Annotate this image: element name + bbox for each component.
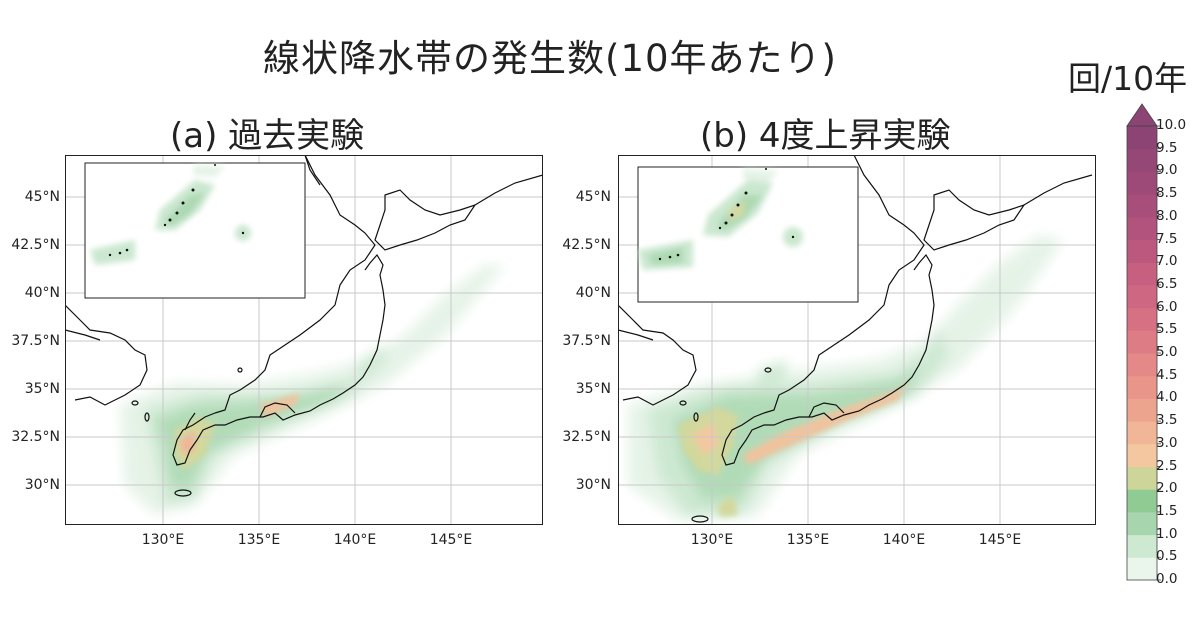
- colorbar-segment: [1127, 330, 1157, 354]
- colorbar-segment: [1127, 375, 1157, 399]
- figure-title: 線状降水帯の発生数(10年あたり): [263, 37, 837, 80]
- map-panel-b: [618, 155, 1096, 525]
- colorbar: [1126, 103, 1161, 581]
- lat-tick-label: 42.5°N: [11, 237, 60, 253]
- colorbar-segment: [1127, 443, 1157, 467]
- lat-tick-label: 35°N: [24, 381, 60, 397]
- colorbar-tick-label: 7.5: [1156, 230, 1178, 247]
- frequency-shading: [120, 265, 505, 515]
- lat-tick-label: 37.5°N: [11, 333, 60, 349]
- colorbar-tick-label: 9.0: [1156, 162, 1178, 179]
- colorbar-tick-label: 1.0: [1156, 525, 1178, 542]
- lat-tick-label: 45°N: [24, 189, 60, 205]
- colorbar-tick-label: 8.5: [1156, 185, 1178, 202]
- colorbar-tick-label: 6.0: [1156, 298, 1178, 315]
- lat-tick-label: 42.5°N: [562, 237, 611, 253]
- colorbar-unit: 回/10年: [1068, 59, 1188, 98]
- lon-tick-label: 140°E: [333, 532, 377, 548]
- lon-tick-label: 130°E: [141, 532, 185, 548]
- colorbar-tick-label: 3.0: [1156, 434, 1178, 451]
- inset-map: [84, 162, 306, 299]
- colorbar-segment: [1127, 534, 1157, 558]
- lon-tick-label: 135°E: [786, 532, 830, 548]
- colorbar-tick-label: 2.0: [1156, 480, 1178, 497]
- colorbar-tick-label: 8.0: [1156, 207, 1178, 224]
- colorbar-segment: [1127, 284, 1157, 309]
- colorbar-tick-label: 10.0: [1156, 117, 1187, 133]
- colorbar-segment: [1127, 307, 1157, 331]
- lat-tick-label: 37.5°N: [562, 333, 611, 349]
- lon-tick-label: 145°E: [429, 532, 473, 548]
- lat-tick-label: 40°N: [575, 285, 611, 301]
- colorbar-segment: [1127, 126, 1157, 150]
- coastlines: [65, 155, 543, 497]
- map-panel-a: [65, 155, 543, 525]
- lon-tick-label: 130°E: [690, 532, 734, 548]
- colorbar-tick-label: 2.5: [1156, 457, 1178, 474]
- colorbar-segment: [1127, 171, 1157, 195]
- lat-tick-label: 40°N: [24, 285, 60, 301]
- colorbar-tick-label: 1.5: [1156, 502, 1178, 519]
- colorbar-tick-label: 4.0: [1156, 389, 1178, 406]
- colorbar-extend-arrow: [1126, 103, 1158, 127]
- lat-tick-label: 30°N: [24, 477, 60, 493]
- colorbar-segment: [1127, 194, 1157, 218]
- colorbar-segment: [1127, 421, 1157, 445]
- colorbar-tick-label: 3.5: [1156, 412, 1178, 429]
- colorbar-segment: [1127, 216, 1157, 240]
- panel-a-title: (a) 過去実験: [170, 116, 365, 156]
- colorbar-tick-label: 4.5: [1156, 366, 1178, 383]
- colorbar-segment: [1127, 262, 1157, 286]
- lon-tick-label: 140°E: [882, 532, 926, 548]
- colorbar-tick-label: 6.5: [1156, 275, 1178, 292]
- lat-tick-label: 30°N: [575, 477, 611, 493]
- panel-b-title: (b) 4度上昇実験: [700, 116, 951, 156]
- colorbar-segment: [1127, 489, 1157, 513]
- colorbar-tick-label: 5.0: [1156, 344, 1178, 360]
- colorbar-tick-label: 0.5: [1156, 548, 1178, 565]
- colorbar-segment: [1127, 511, 1157, 536]
- colorbar-tick-label: 0.0: [1156, 571, 1178, 587]
- colorbar-tick-label: 5.5: [1156, 321, 1178, 338]
- lat-tick-label: 45°N: [575, 189, 611, 205]
- lat-tick-label: 35°N: [575, 381, 611, 397]
- colorbar-segment: [1127, 466, 1157, 490]
- inset-map: [637, 166, 859, 303]
- colorbar-tick-label: 7.0: [1156, 253, 1178, 270]
- lon-tick-label: 135°E: [237, 532, 281, 548]
- colorbar-segment: [1127, 398, 1157, 422]
- colorbar-tick-label: 9.5: [1156, 139, 1178, 156]
- colorbar-segment: [1127, 353, 1157, 377]
- lat-tick-label: 32.5°N: [562, 429, 611, 445]
- colorbar-segment: [1127, 557, 1157, 581]
- coastlines: [618, 155, 1093, 523]
- colorbar-segment: [1127, 239, 1157, 263]
- lon-tick-label: 145°E: [978, 532, 1022, 548]
- lat-tick-label: 32.5°N: [11, 429, 60, 445]
- colorbar-segment: [1127, 148, 1157, 172]
